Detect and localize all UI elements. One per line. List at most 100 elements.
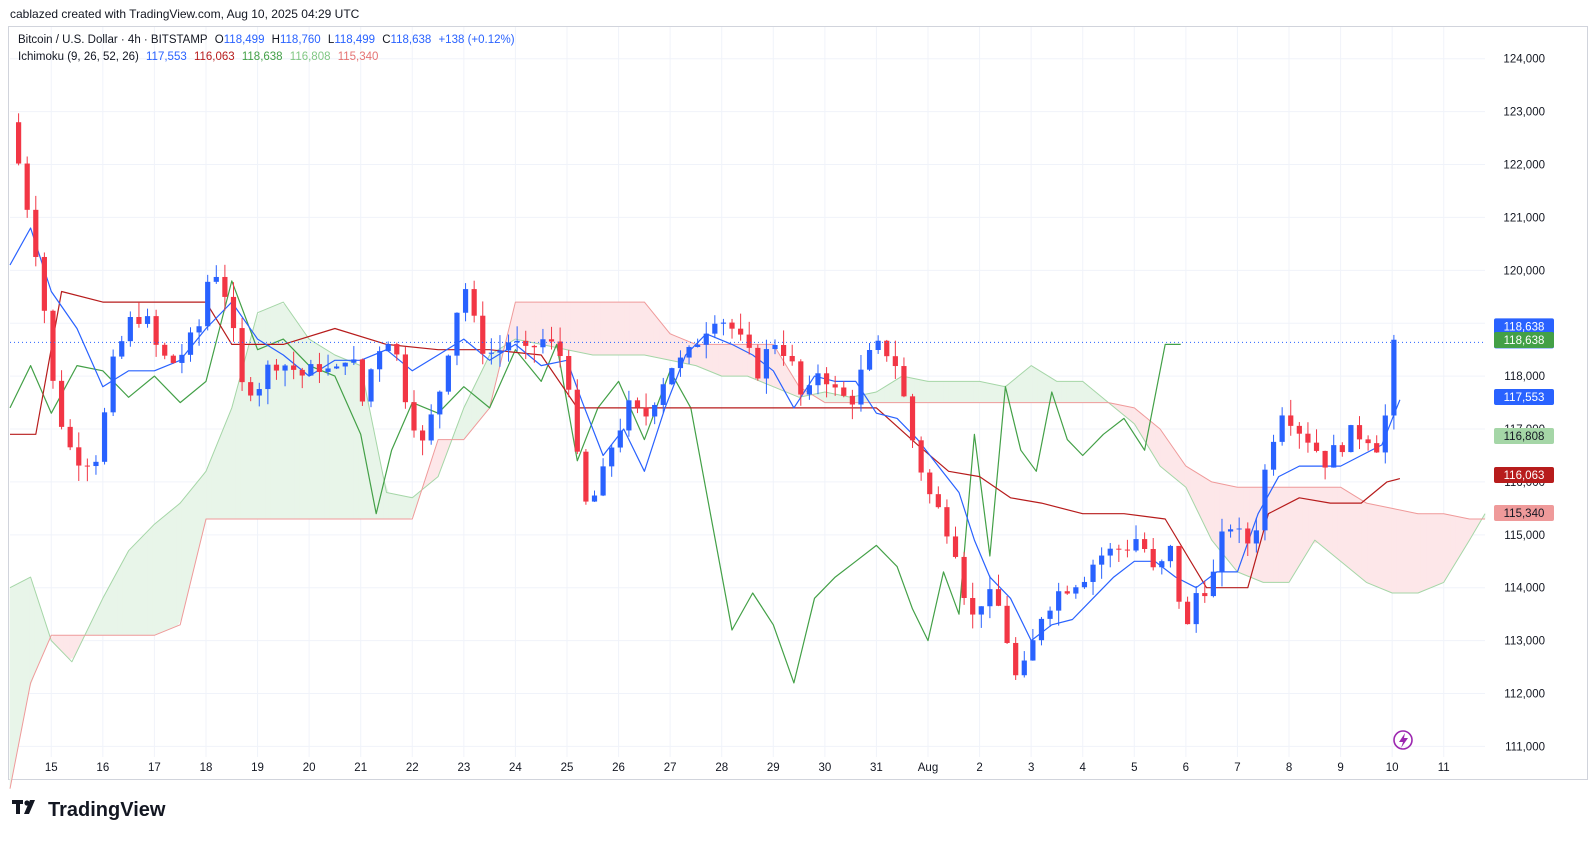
candle-body [1099, 555, 1105, 565]
candle-body [256, 389, 262, 396]
candle-body [93, 461, 99, 467]
cloud-segment [1214, 482, 1220, 551]
candle-body [858, 369, 864, 405]
candle-body [789, 355, 795, 362]
cloud-segment [1209, 480, 1215, 545]
time-tick-label: 9 [1337, 762, 1343, 774]
price-tag [1494, 332, 1554, 348]
price-tag-label: 118,638 [1504, 335, 1545, 347]
time-tick-label: 29 [767, 762, 780, 774]
price-tick-label: 124,000 [1503, 54, 1545, 66]
tradingview-logo[interactable]: TradingView [12, 797, 165, 823]
cloud-segment [1420, 513, 1427, 593]
ichimoku-cloud [9, 301, 1486, 789]
cloud-segment [289, 311, 296, 520]
cloud-segment [137, 535, 144, 636]
candle-body [548, 339, 555, 342]
cloud-segment [1445, 513, 1451, 581]
candle-body [437, 391, 443, 415]
cloud-segment [191, 481, 198, 577]
cloud-segment [329, 351, 335, 520]
candle-body [1331, 445, 1337, 468]
candle-body [505, 342, 512, 351]
price-tag [1494, 389, 1554, 405]
candle-body [1253, 530, 1259, 544]
candle-body [832, 384, 838, 388]
candle-body [1030, 640, 1036, 661]
cloud-segment [63, 635, 70, 660]
price-tick-label: 113,000 [1504, 636, 1545, 648]
candle-body [1313, 442, 1320, 451]
candle-body [385, 344, 391, 352]
candle-body [1391, 339, 1397, 416]
cloud-segment [968, 381, 974, 403]
cloud-segment [958, 381, 965, 403]
candle-body [1047, 610, 1053, 619]
time-tick-label: 7 [1234, 762, 1240, 774]
change-value: +138 (+0.12%) [438, 34, 515, 46]
candle-body [316, 364, 323, 372]
cloud-segment [978, 381, 984, 403]
time-tick-label: Aug [918, 762, 938, 774]
cloud-segment [953, 381, 960, 403]
candle-body [1270, 441, 1277, 470]
time-tick-label: 4 [1080, 762, 1087, 774]
candle-body [901, 366, 907, 397]
candle-body [84, 465, 90, 467]
high-label: H [271, 34, 280, 46]
candle-body [1159, 561, 1165, 568]
candle-body [222, 276, 228, 297]
price-tick-label: 120,000 [1503, 265, 1545, 277]
cloud-segment [280, 302, 286, 520]
candle-body [892, 356, 898, 367]
cloud-segment [530, 301, 537, 344]
cloud-segment [717, 344, 724, 377]
cloud-segment [235, 373, 242, 520]
cloud-segment [9, 584, 16, 789]
cloud-segment [619, 301, 625, 356]
cloud-segment [997, 384, 1004, 403]
time-tick-label: 24 [509, 762, 522, 774]
cloud-segment [747, 344, 753, 379]
time-tick-label: 5 [1131, 762, 1137, 774]
cloud-segment [565, 301, 571, 351]
candle-body [1142, 539, 1148, 549]
candle-body [1193, 593, 1199, 625]
candle-body [1184, 601, 1191, 625]
cloud-segment [1361, 499, 1368, 584]
time-tick-label: 23 [457, 762, 470, 774]
candle-body [1262, 469, 1268, 531]
cloud-segment [68, 635, 75, 660]
cloud-segment [1430, 513, 1437, 589]
cloud-segment [285, 303, 291, 520]
price-tick-label: 121,000 [1503, 212, 1545, 224]
candle-body [806, 385, 812, 395]
candle-body [1227, 529, 1234, 532]
cloud-segment [889, 380, 896, 403]
candle-body [884, 340, 890, 357]
candle-body [1202, 593, 1208, 597]
candle-body [634, 400, 641, 408]
candle-body [282, 365, 288, 371]
cloud-segment [1086, 384, 1092, 403]
candle-body [944, 507, 950, 537]
cloud-segment [132, 540, 139, 636]
candle-body [445, 355, 451, 392]
cloud-segment [540, 301, 547, 346]
cloud-segment [157, 517, 163, 635]
candle-body [738, 328, 744, 335]
cloud-segment [1391, 507, 1397, 594]
cloud-segment [639, 301, 645, 356]
price-tick-label: 122,000 [1503, 160, 1545, 172]
cloud-segment [722, 344, 729, 377]
cloud-segment [1042, 371, 1048, 403]
cloud-segment [938, 381, 945, 403]
cloud-segment [127, 545, 134, 636]
cloud-segment [1229, 485, 1235, 569]
candle-body [970, 597, 976, 615]
cloud-segment [668, 331, 675, 362]
candle-body [1374, 443, 1380, 453]
cloud-segment [1406, 510, 1412, 594]
tradingview-logo-text: TradingView [48, 798, 166, 821]
